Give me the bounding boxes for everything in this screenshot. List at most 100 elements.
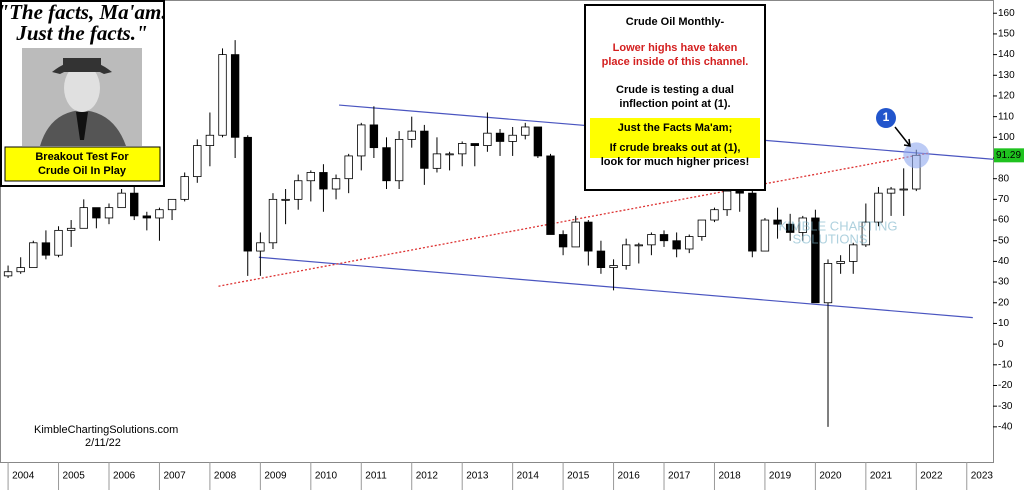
x-tick-label: 2006: [113, 471, 136, 482]
note-highlight: Just the Facts Ma'am;: [618, 122, 732, 134]
y-tick-label: 80: [998, 173, 1010, 184]
candle-body: [230, 54, 240, 138]
candle-body: [420, 130, 429, 169]
quote: "The facts, Ma'am.: [0, 0, 167, 24]
y-tick-label: 60: [998, 215, 1010, 226]
x-tick-label: 2023: [971, 471, 994, 482]
x-tick-label: 2019: [769, 471, 792, 482]
note-highlight: look for much higher prices!: [601, 156, 750, 168]
candle-body: [458, 143, 467, 155]
candle-body: [117, 192, 126, 209]
x-tick-label: 2021: [870, 471, 893, 482]
candle-body: [344, 155, 353, 180]
x-tick-label: 2015: [567, 471, 590, 482]
note-red: Lower highs have taken: [613, 42, 738, 54]
candle-body: [92, 207, 101, 219]
candle-body: [811, 217, 820, 304]
trendline: [218, 152, 929, 287]
highlight: [903, 142, 930, 169]
candle-body: [369, 124, 379, 149]
x-tick-label: 2014: [517, 471, 540, 482]
y-tick-label: 40: [998, 256, 1010, 267]
candle-body: [571, 221, 580, 248]
x-tick-label: 2018: [718, 471, 741, 482]
watermark: SOLUTIONS: [792, 231, 867, 246]
candle-body: [823, 263, 833, 304]
candle-body: [142, 215, 152, 219]
candle-body: [596, 250, 606, 269]
candle-body: [495, 132, 505, 142]
candle-body: [407, 130, 416, 140]
x-tick-label: 2008: [214, 471, 237, 482]
candle-body: [521, 126, 530, 136]
candle-body: [205, 134, 215, 146]
candle-body: [899, 188, 908, 191]
candle-body: [394, 138, 404, 182]
candle-body: [735, 190, 744, 194]
candle-body: [886, 188, 896, 194]
y-tick-label: 110: [998, 111, 1014, 122]
arrow: [894, 126, 911, 147]
candle-body: [54, 229, 63, 256]
y-tick-label: 0: [998, 339, 1004, 350]
candle-body: [218, 54, 227, 136]
candle-body: [167, 198, 177, 211]
candle-body: [470, 143, 479, 146]
candle-body: [609, 265, 618, 269]
x-tick-label: 2013: [466, 471, 489, 482]
candle-body: [722, 190, 732, 211]
badge-text: Breakout Test For: [35, 151, 129, 163]
candle-body: [773, 219, 782, 225]
x-tick-label: 2022: [920, 471, 943, 482]
candle-body: [798, 217, 807, 233]
candle-body: [319, 172, 328, 190]
candle-body: [130, 192, 139, 217]
candle-body: [621, 244, 631, 266]
point-label: 1: [883, 110, 890, 124]
candle-body: [3, 271, 13, 277]
badge: [4, 146, 161, 182]
date: 2/11/22: [85, 437, 121, 449]
source: KimbleChartingSolutions.com: [34, 424, 178, 436]
candle-body: [104, 207, 114, 219]
note-highlight: If crude breaks out at (1),: [610, 142, 741, 154]
notes-frame: [584, 4, 766, 191]
portrait: [22, 48, 142, 146]
y-tick-label: -30: [998, 401, 1013, 412]
candle-body: [836, 261, 845, 264]
y-tick-label: -40: [998, 421, 1013, 432]
candle-body: [760, 219, 770, 252]
candle-body: [29, 242, 38, 269]
x-tick-label: 2020: [819, 471, 842, 482]
candle-body: [861, 221, 871, 246]
candle-body: [748, 192, 757, 252]
watermark: KIMBLE CHARTING: [779, 218, 898, 233]
candle-body: [180, 176, 189, 200]
candle-body: [785, 223, 795, 233]
x-tick-label: 2005: [63, 471, 86, 482]
plot-frame: [0, 0, 994, 463]
candle-body: [155, 209, 164, 219]
candle-body: [256, 242, 265, 252]
last-price-label: 91.29: [996, 150, 1021, 161]
candle-body: [672, 240, 681, 250]
y-tick-label: 10: [998, 318, 1010, 329]
last-price-box: [994, 148, 1024, 163]
x-tick-label: 2010: [315, 471, 338, 482]
y-tick-label: -10: [998, 359, 1013, 370]
note: Crude is testing a dual: [616, 84, 734, 96]
note: inflection point at (1).: [619, 98, 730, 110]
candle-body: [66, 227, 76, 231]
y-tick-label: 100: [998, 132, 1015, 143]
y-tick-label: 30: [998, 277, 1010, 288]
candle-body: [382, 147, 391, 182]
candle-body: [659, 234, 669, 242]
candle-body: [874, 192, 883, 223]
note-red: place inside of this channel.: [602, 56, 749, 68]
candle-body: [294, 180, 303, 200]
candle-body: [685, 236, 694, 250]
x-tick-label: 2011: [365, 471, 387, 482]
y-tick-label: -20: [998, 380, 1013, 391]
trendline: [258, 256, 973, 319]
